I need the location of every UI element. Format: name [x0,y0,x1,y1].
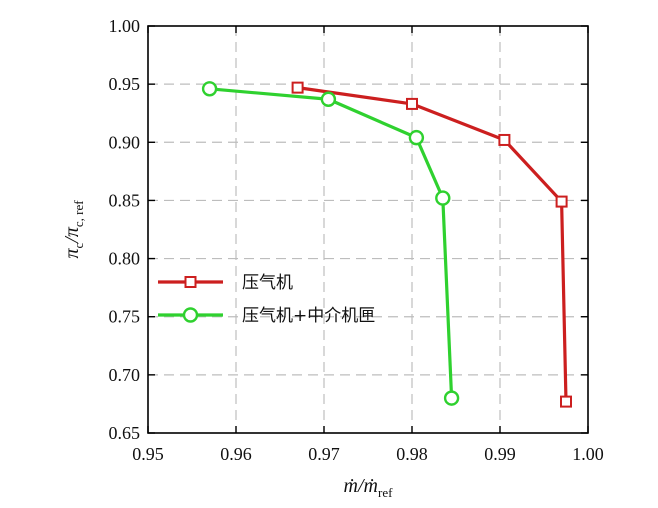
y-axis-title-sub1: c [71,243,86,249]
x-axis-title: ṁ/ṁref [344,475,394,500]
x-tick-label: 0.95 [132,444,164,464]
tick-labels: 0.95 0.96 0.97 0.98 0.99 1.00 0.65 0.70 0.75 0.80… [109,16,604,464]
series-1-point [291,81,304,94]
x-axis-title-main: ṁ/ṁ [344,475,378,497]
series-2-point [320,91,337,107]
x-tick-label: 0.99 [484,444,516,464]
y-tick-label: 0.65 [109,423,141,443]
y-tick-label: 0.70 [109,365,141,385]
y-tick-label: 0.85 [109,190,141,210]
y-axis-title: πc/πc, ref [61,200,86,259]
legend-label: 压气机+中介机匣 [242,306,375,326]
series-2-point [408,129,425,146]
legend-swatch-marker [184,276,197,288]
series-1-line [297,86,568,402]
series-1-point [406,97,418,110]
ticks [147,25,589,434]
y-tick-label: 0.75 [109,307,141,327]
x-axis-title-sub: ref [378,485,393,500]
plot-frame [147,25,589,434]
y-axis-title-mid: /π [61,226,83,244]
x-tick-label: 1.00 [572,444,604,464]
legend-item-2: 压气机+中介机匣 [158,306,375,326]
y-tick-label: 0.95 [109,74,141,94]
y-axis-title-sub2: c, ref [71,200,86,227]
x-tick-label: 0.96 [220,444,252,464]
legend-item-1: 压气机 [158,273,293,293]
legend-swatch-marker [182,307,199,323]
series-2-point [201,81,218,97]
series-1-point [498,133,511,146]
y-tick-label: 0.90 [109,132,141,152]
series-1-point [560,395,572,408]
series-2 [201,81,460,406]
series-2-point [435,190,451,206]
y-tick-label: 0.80 [109,249,141,269]
series-layer [201,81,572,408]
y-axis-title-main: π [61,248,83,259]
legend-label: 压气机 [242,273,293,293]
series-1-point [555,195,568,208]
series-1 [291,81,572,408]
x-tick-label: 0.97 [308,444,340,464]
y-tick-label: 1.00 [109,16,141,36]
series-2-point [443,390,460,406]
x-tick-label: 0.98 [396,444,428,464]
